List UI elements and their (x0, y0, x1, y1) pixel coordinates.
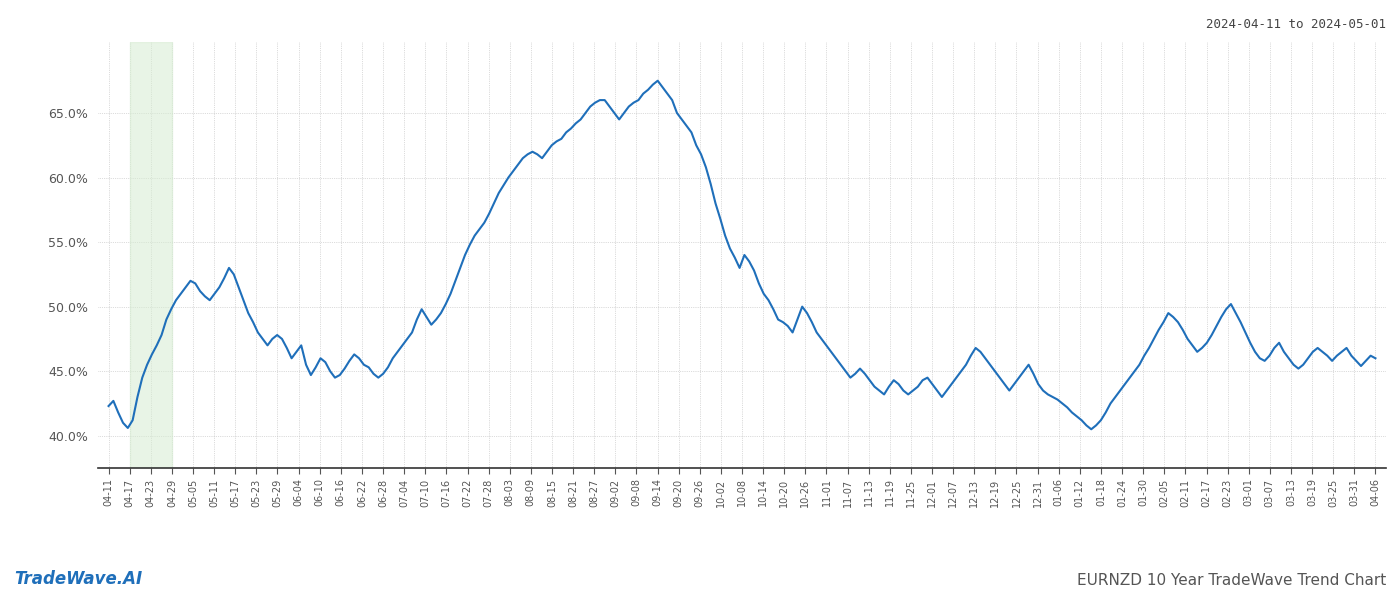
Text: TradeWave.AI: TradeWave.AI (14, 570, 143, 588)
Bar (130, 42, 172, 468)
Text: 2024-04-11 to 2024-05-01: 2024-04-11 to 2024-05-01 (1205, 18, 1386, 31)
Text: EURNZD 10 Year TradeWave Trend Chart: EURNZD 10 Year TradeWave Trend Chart (1077, 573, 1386, 588)
